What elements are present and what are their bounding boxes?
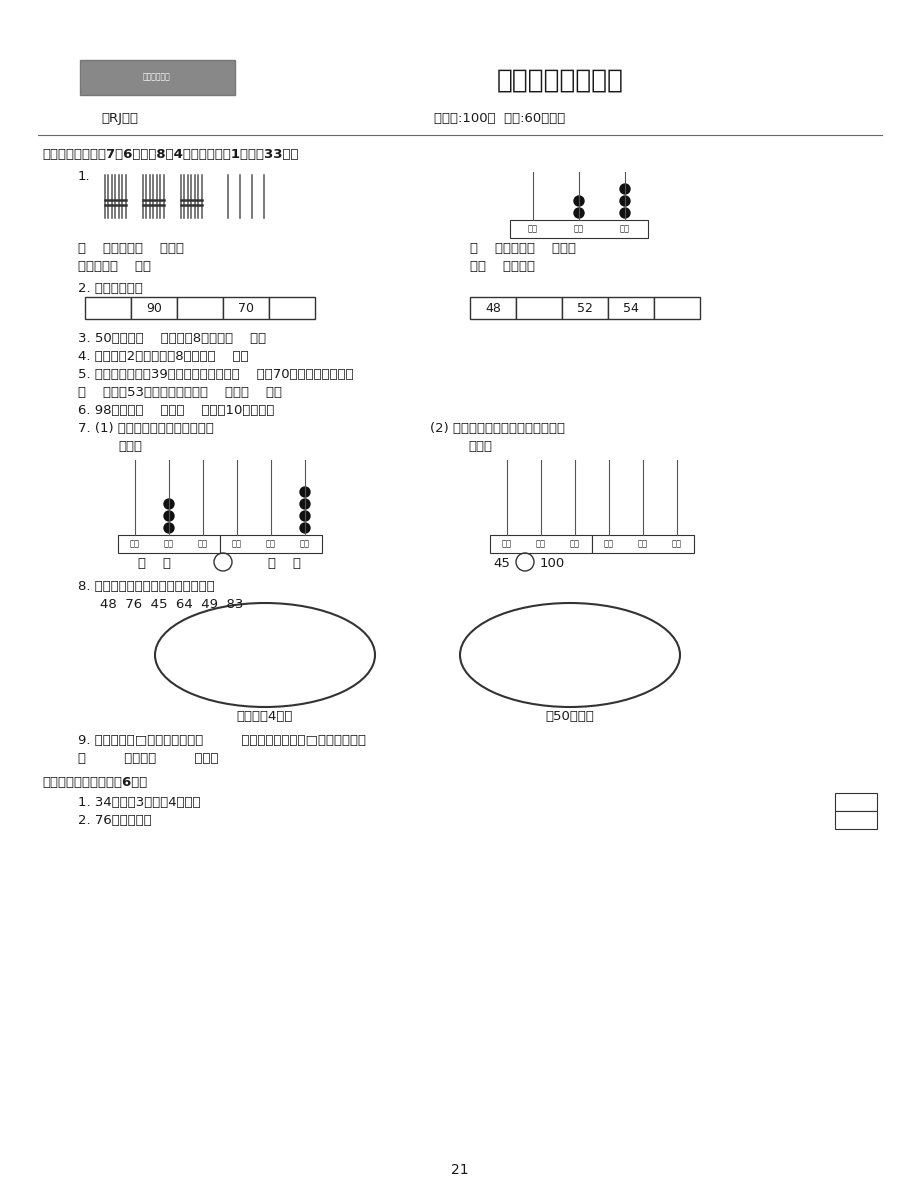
Circle shape [573,208,584,218]
Circle shape [300,511,310,520]
Bar [562,297,607,319]
Text: 百位: 百位 [232,540,242,549]
Text: （RJ版）: （RJ版） [101,112,139,125]
Text: 5. 一个一个地数，39前面的第二个数是（    ），70后面的第二个数是: 5. 一个一个地数，39前面的第二个数是（ ），70后面的第二个数是 [78,368,353,381]
Text: 十位: 十位 [536,540,545,549]
Text: 十位上是4的数: 十位上是4的数 [236,710,293,723]
Text: 个位: 个位 [570,540,579,549]
Bar [85,297,130,319]
Circle shape [164,499,174,509]
Bar [834,811,876,829]
Text: 个位: 个位 [671,540,681,549]
Text: 6. 98再加上（    ）个（    ）就是10个十了。: 6. 98再加上（ ）个（ ）就是10个十了。 [78,404,274,417]
Bar [490,535,591,553]
Text: 百位: 百位 [130,540,140,549]
Text: 十位: 十位 [573,224,584,233]
Text: 二、我是小法官。（共6分）: 二、我是小法官。（共6分） [42,777,147,788]
Bar [607,297,653,319]
Text: 2. 76读作七六。: 2. 76读作七六。 [78,813,152,827]
Text: （    ）: （ ） [268,557,301,570]
Text: 100: 100 [539,557,564,570]
Text: 大小。: 大小。 [468,439,492,453]
Text: 3. 50里面有（    ）个十；8个十是（    ）。: 3. 50里面有（ ）个十；8个十是（ ）。 [78,332,266,345]
Bar [130,297,176,319]
Bar [176,297,222,319]
Text: 期中测评卷（一）: 期中测评卷（一） [496,68,623,94]
Text: 合起来是（    ）。: 合起来是（ ）。 [78,260,151,273]
Bar [222,297,268,319]
Circle shape [300,487,310,497]
Bar [509,220,647,238]
Text: 7. (1) 先根据计数器写数，再比较: 7. (1) 先根据计数器写数，再比较 [78,422,213,435]
Text: 个位: 个位 [300,540,310,549]
Text: 8. 选择合适的数填在相应的圆圈里。: 8. 选择合适的数填在相应的圆圈里。 [78,580,214,593]
Text: （满分:100分  时间:60分钟）: （满分:100分 时间:60分钟） [434,112,565,125]
Text: 4. 个位上是2，十位上是8的数是（    ）。: 4. 个位上是2，十位上是8的数是（ ）。 [78,350,248,363]
Text: 90: 90 [146,301,162,314]
Text: 48  76  45  64  49  83: 48 76 45 64 49 83 [100,598,244,611]
Text: 1.: 1. [78,170,91,183]
Text: 52: 52 [576,301,592,314]
Text: （    ）个十和（    ）个一: （ ）个十和（ ）个一 [78,242,184,255]
Text: （         ）形或（         ）形。: （ ）形或（ ）形。 [78,752,219,765]
Text: 个位: 个位 [198,540,208,549]
Bar [470,297,516,319]
Text: 百位: 百位 [528,224,538,233]
Bar [80,60,234,95]
Text: 1. 34里面有3个一和4个十。: 1. 34里面有3个一和4个十。 [78,796,200,809]
Circle shape [300,499,310,509]
Circle shape [164,523,174,534]
Bar [118,535,220,553]
Text: 21: 21 [450,1162,469,1177]
Circle shape [619,208,630,218]
Circle shape [164,511,174,520]
Bar [653,297,699,319]
Text: 比50大的数: 比50大的数 [545,710,594,723]
Circle shape [619,183,630,194]
Text: 2. 按规律填数。: 2. 按规律填数。 [78,282,142,295]
Text: 和（    ）个一。: 和（ ）个一。 [470,260,535,273]
Text: (2) 先在计数器上画出珠子，再比较: (2) 先在计数器上画出珠子，再比较 [429,422,564,435]
Text: 一、填一填。（第7题6分，第8题4分，其余每空1分，共33分）: 一、填一填。（第7题6分，第8题4分，其余每空1分，共33分） [42,148,298,161]
Text: 48: 48 [484,301,500,314]
Bar [220,535,322,553]
Text: （    ）: （ ） [139,557,171,570]
Text: 十位: 十位 [266,540,276,549]
Text: 45: 45 [493,557,509,570]
Text: 百位: 百位 [604,540,613,549]
Bar [591,535,693,553]
Text: 个位: 个位 [619,224,630,233]
Circle shape [573,197,584,206]
Circle shape [300,523,310,534]
Text: 百位: 百位 [502,540,512,549]
Text: 十位: 十位 [164,540,174,549]
Circle shape [619,197,630,206]
Text: 54: 54 [622,301,638,314]
Bar [516,297,562,319]
Text: （    ）里面有（    ）个十: （ ）里面有（ ）个十 [470,242,575,255]
Text: 大小。: 大小。 [118,439,142,453]
Text: 9. 两个同样的□可以拼成一个（         ）形，四个同样的□可以拼成一个: 9. 两个同样的□可以拼成一个（ ）形，四个同样的□可以拼成一个 [78,734,366,747]
Text: （    ），和53相邻的两个数是（    ）和（    ）。: （ ），和53相邻的两个数是（ ）和（ ）。 [78,386,282,399]
Text: 70: 70 [238,301,254,314]
Text: 十位: 十位 [637,540,647,549]
Text: 一年级数学下: 一年级数学下 [143,73,171,81]
Bar [834,793,876,811]
Bar [268,297,314,319]
